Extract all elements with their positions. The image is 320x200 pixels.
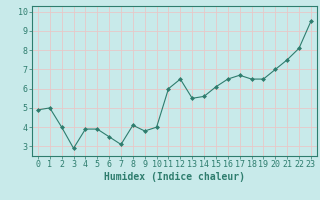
X-axis label: Humidex (Indice chaleur): Humidex (Indice chaleur) [104, 172, 245, 182]
